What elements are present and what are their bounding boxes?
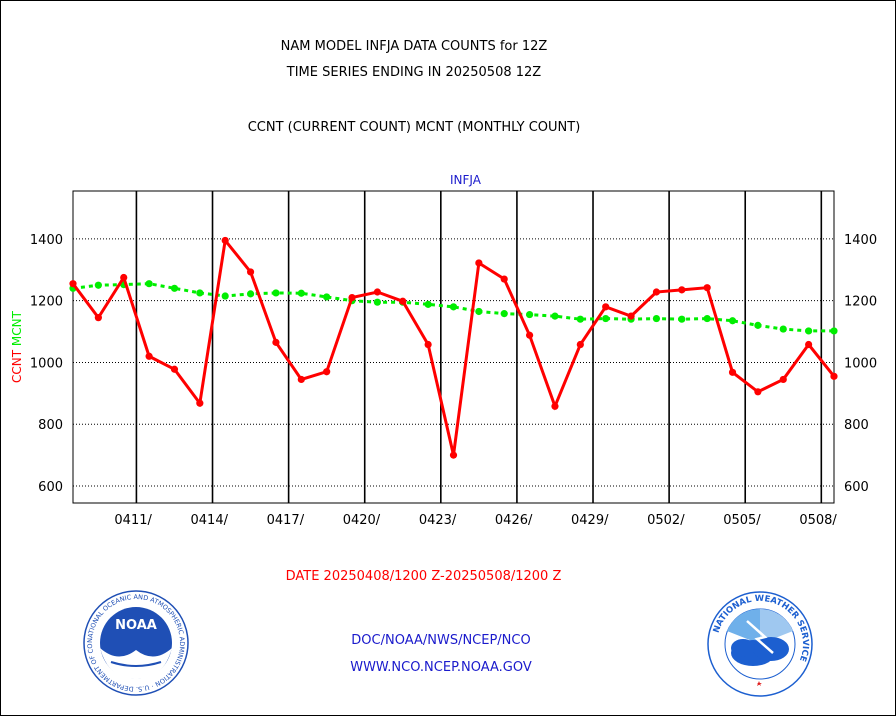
- y-tick-label-right: 1000: [844, 356, 877, 371]
- x-tick-label: 0420/: [343, 513, 381, 528]
- data-point-ccnt: [69, 280, 77, 288]
- x-tick-label: 0426/: [495, 513, 533, 528]
- data-point-mcnt: [500, 310, 508, 318]
- data-point-mcnt: [94, 281, 102, 289]
- data-point-ccnt: [830, 372, 838, 380]
- data-point-ccnt: [449, 451, 458, 459]
- y-tick-label-left: 1400: [30, 233, 63, 248]
- data-point-ccnt: [526, 331, 534, 339]
- x-tick-label: 0414/: [191, 513, 229, 528]
- y-tick-label-right: 600: [844, 480, 869, 495]
- x-tick-label: 0502/: [647, 513, 685, 528]
- x-tick-label: 0508/: [799, 513, 837, 528]
- data-point-ccnt: [323, 368, 331, 376]
- data-point-ccnt: [94, 314, 102, 322]
- data-point-mcnt: [449, 303, 458, 311]
- data-point-ccnt: [551, 402, 559, 410]
- y-axis-label-ccnt: CCNT: [10, 346, 24, 383]
- y-tick-label-left: 1200: [30, 295, 63, 310]
- chart-header-line-1: NAM MODEL INFJA DATA COUNTS for 12Z: [280, 39, 548, 54]
- data-point-ccnt: [652, 288, 661, 296]
- nws-logo: NATIONAL WEATHER SERVICE: [707, 591, 813, 697]
- x-tick-label: 0417/: [267, 513, 305, 528]
- data-point-mcnt: [373, 298, 381, 306]
- data-point-mcnt: [170, 284, 179, 292]
- x-tick-label: 0423/: [419, 513, 457, 528]
- data-point-mcnt: [526, 310, 534, 319]
- data-point-ccnt: [373, 288, 381, 296]
- data-point-ccnt: [602, 303, 610, 311]
- data-point-mcnt: [145, 280, 153, 288]
- x-axis-label: DATE 20250408/1200 Z-20250508/1200 Z: [286, 569, 562, 584]
- data-point-ccnt: [297, 375, 305, 384]
- plot-area: [72, 190, 835, 504]
- data-point-ccnt: [221, 236, 229, 245]
- y-tick-label-right: 800: [844, 418, 869, 433]
- data-point-mcnt: [551, 312, 559, 320]
- series-line-ccnt: [71, 236, 836, 456]
- chart-header-line-3: CCNT (CURRENT COUNT) MCNT (MONTHLY COUNT…: [247, 120, 581, 135]
- footer-org-path[interactable]: DOC/NOAA/NWS/NCEP/NCO: [351, 633, 531, 648]
- data-point-mcnt: [779, 325, 787, 333]
- x-tick-label: 0411/: [114, 513, 152, 528]
- data-point-ccnt: [576, 340, 584, 349]
- y-tick-label-left: 800: [38, 418, 63, 433]
- chart-title: INFJA: [450, 173, 482, 187]
- data-point-ccnt: [475, 259, 483, 267]
- data-point-mcnt: [272, 289, 280, 297]
- footer-website[interactable]: WWW.NCO.NCEP.NOAA.GOV: [350, 660, 532, 675]
- data-point-mcnt: [754, 321, 762, 329]
- chart-header-line-2: TIME SERIES ENDING IN 20250508 12Z: [286, 65, 542, 80]
- data-point-mcnt: [424, 300, 432, 308]
- x-tick-label: 0505/: [723, 513, 761, 528]
- y-axis-label: CCNT MCNT: [10, 310, 24, 383]
- data-point-ccnt: [120, 273, 128, 282]
- data-point-mcnt: [576, 315, 584, 323]
- data-point-ccnt: [754, 388, 762, 396]
- data-point-mcnt: [805, 327, 813, 335]
- data-point-ccnt: [678, 286, 686, 294]
- data-point-ccnt: [399, 297, 407, 305]
- data-point-ccnt: [196, 399, 204, 407]
- noaa-logo: NATIONAL OCEANIC AND ATMOSPHERIC ADMINIS…: [83, 590, 189, 696]
- data-point-ccnt: [348, 293, 356, 302]
- data-point-mcnt: [728, 317, 737, 325]
- y-tick-label-left: 1000: [30, 356, 63, 371]
- data-point-ccnt: [170, 365, 179, 373]
- data-point-ccnt: [805, 340, 813, 349]
- data-point-ccnt: [728, 368, 737, 376]
- data-point-mcnt: [246, 290, 255, 298]
- x-tick-label: 0429/: [571, 513, 609, 528]
- data-point-mcnt: [678, 315, 686, 323]
- noaa-logo-text: NOAA: [115, 618, 157, 633]
- y-axis-label-mcnt: MCNT: [10, 310, 24, 346]
- y-tick-label-left: 600: [38, 480, 63, 495]
- data-point-ccnt: [424, 340, 432, 349]
- data-point-mcnt: [196, 289, 204, 297]
- data-point-mcnt: [602, 314, 610, 323]
- data-point-mcnt: [323, 293, 331, 301]
- data-point-mcnt: [221, 292, 229, 300]
- data-point-mcnt: [830, 327, 838, 335]
- data-point-ccnt: [145, 352, 153, 360]
- data-point-ccnt: [500, 275, 508, 283]
- data-point-mcnt: [703, 314, 711, 323]
- data-point-mcnt: [652, 314, 661, 323]
- data-point-ccnt: [779, 375, 787, 384]
- data-point-ccnt: [246, 268, 255, 276]
- data-point-ccnt: [703, 284, 711, 292]
- y-tick-label-right: 1200: [844, 295, 877, 310]
- y-tick-label-right: 1400: [844, 233, 877, 248]
- data-point-ccnt: [627, 312, 635, 320]
- data-point-mcnt: [297, 289, 305, 297]
- data-point-mcnt: [475, 307, 483, 316]
- data-point-ccnt: [272, 338, 280, 346]
